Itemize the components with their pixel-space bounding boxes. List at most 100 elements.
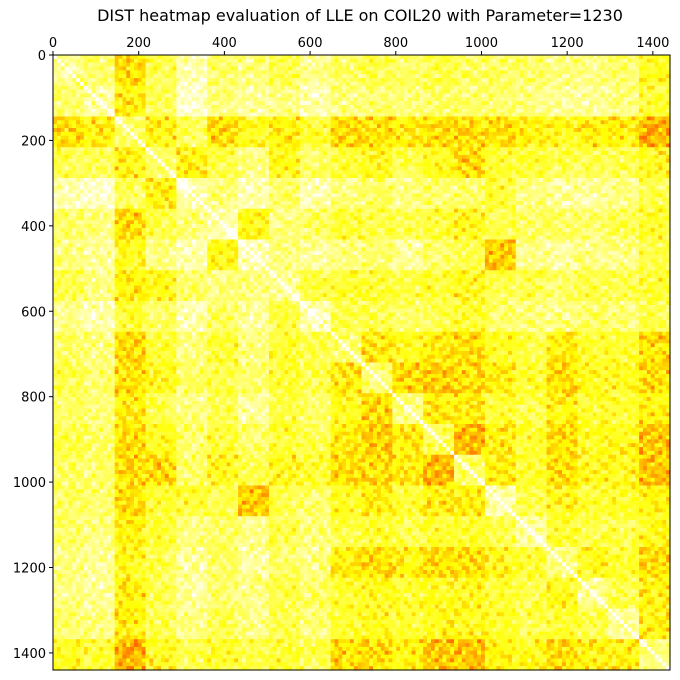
heatmap-cell <box>99 174 103 178</box>
heatmap-cell <box>149 159 153 163</box>
heatmap-cell <box>327 101 331 105</box>
heatmap-cell <box>227 155 231 159</box>
heatmap-cell <box>173 151 177 155</box>
heatmap-cell <box>458 74 462 78</box>
heatmap-cell <box>415 163 419 167</box>
heatmap-cell <box>512 59 516 63</box>
heatmap-cell <box>346 93 350 97</box>
heatmap-cell <box>612 78 616 82</box>
heatmap-cell <box>115 155 119 159</box>
heatmap-cell <box>550 166 554 170</box>
heatmap-cell <box>535 67 539 71</box>
heatmap-cell <box>142 78 146 82</box>
heatmap-cell <box>350 109 354 113</box>
heatmap-cell <box>304 59 308 63</box>
heatmap-cell <box>593 113 597 117</box>
heatmap-cell <box>311 128 315 132</box>
heatmap-cell <box>466 105 470 109</box>
heatmap-cell <box>392 97 396 101</box>
heatmap-cell <box>435 97 439 101</box>
heatmap-cell <box>446 120 450 124</box>
heatmap-cell <box>631 59 635 63</box>
heatmap-cell <box>631 97 635 101</box>
heatmap-cell <box>265 97 269 101</box>
heatmap-cell <box>319 55 323 59</box>
heatmap-cell <box>458 132 462 136</box>
heatmap-cell <box>95 101 99 105</box>
heatmap-cell <box>99 67 103 71</box>
heatmap-cell <box>311 147 315 151</box>
heatmap-cell <box>227 170 231 174</box>
heatmap-cell <box>107 117 111 121</box>
heatmap-cell <box>261 55 265 59</box>
heatmap-cell <box>338 117 342 121</box>
heatmap-cell <box>500 155 504 159</box>
heatmap-cell <box>238 82 242 86</box>
heatmap-cell <box>523 67 527 71</box>
heatmap-cell <box>477 117 481 121</box>
heatmap-cell <box>308 78 312 82</box>
heatmap-cell <box>396 136 400 140</box>
heatmap-cell <box>111 109 115 113</box>
heatmap-cell <box>53 132 57 136</box>
heatmap-cell <box>292 174 296 178</box>
heatmap-cell <box>246 63 250 67</box>
heatmap-cell <box>365 151 369 155</box>
heatmap-cell <box>53 128 57 132</box>
heatmap-cell <box>628 63 632 67</box>
heatmap-cell <box>234 151 238 155</box>
heatmap-cell <box>80 159 84 163</box>
heatmap-cell <box>203 105 207 109</box>
heatmap-cell <box>92 140 96 144</box>
heatmap-cell <box>107 63 111 67</box>
heatmap-cell <box>319 170 323 174</box>
heatmap-cell <box>169 128 173 132</box>
heatmap-cell <box>616 67 620 71</box>
heatmap-cell <box>520 170 524 174</box>
heatmap-cell <box>273 59 277 63</box>
heatmap-cell <box>520 93 524 97</box>
heatmap-cell <box>223 151 227 155</box>
heatmap-cell <box>435 140 439 144</box>
heatmap-cell <box>381 155 385 159</box>
heatmap-cell <box>435 113 439 117</box>
heatmap-cell <box>219 136 223 140</box>
heatmap-cell <box>296 113 300 117</box>
heatmap-cell <box>57 132 61 136</box>
heatmap-cell <box>373 147 377 151</box>
heatmap-cell <box>396 82 400 86</box>
heatmap-cell <box>462 174 466 178</box>
heatmap-cell <box>385 151 389 155</box>
heatmap-cell <box>508 159 512 163</box>
heatmap-cell <box>246 55 250 59</box>
heatmap-cell <box>365 140 369 144</box>
heatmap-cell <box>265 101 269 105</box>
heatmap-cell <box>477 128 481 132</box>
heatmap-cell <box>442 109 446 113</box>
heatmap-cell <box>639 109 643 113</box>
heatmap-cell <box>61 59 65 63</box>
heatmap-cell <box>142 174 146 178</box>
heatmap-cell <box>581 136 585 140</box>
heatmap-cell <box>489 124 493 128</box>
heatmap-cell <box>188 124 192 128</box>
heatmap-cell <box>489 74 493 78</box>
heatmap-cell <box>554 70 558 74</box>
heatmap-cell <box>604 78 608 82</box>
heatmap-cell <box>304 86 308 90</box>
heatmap-cell <box>176 101 180 105</box>
heatmap-cell <box>481 174 485 178</box>
heatmap-cell <box>115 74 119 78</box>
heatmap-cell <box>188 105 192 109</box>
heatmap-cell <box>392 140 396 144</box>
heatmap-cell <box>620 63 624 67</box>
heatmap-cell <box>234 124 238 128</box>
heatmap-cell <box>242 90 246 94</box>
heatmap-cell <box>300 59 304 63</box>
heatmap-cell <box>130 101 134 105</box>
heatmap-cell <box>188 86 192 90</box>
heatmap-cell <box>369 174 373 178</box>
heatmap-cell <box>647 128 651 132</box>
heatmap-cell <box>581 174 585 178</box>
heatmap-cell <box>358 70 362 74</box>
